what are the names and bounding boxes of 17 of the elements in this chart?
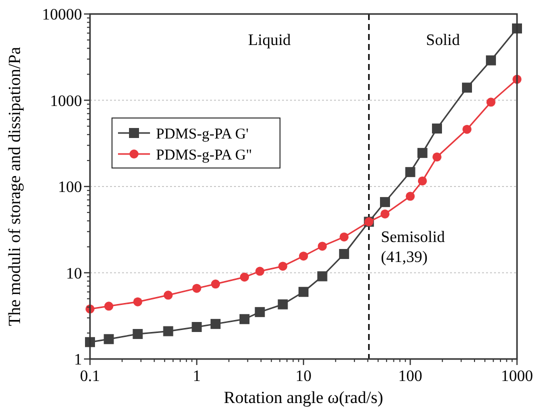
- annotation: Liquid: [248, 32, 291, 49]
- y-tick-label: 10000: [42, 6, 82, 24]
- y-tick-label: 100: [58, 179, 82, 196]
- x-axis-title: Rotation angle ω(rad/s): [224, 388, 384, 407]
- legend-label: PDMS-g-PA G': [156, 126, 249, 142]
- x-tick-label: 100: [398, 368, 422, 385]
- annotation: Semisolid (41,39): [380, 228, 445, 266]
- x-tick-label: 10: [296, 368, 312, 385]
- legend-label: PDMS-g-PA G": [156, 147, 252, 164]
- x-tick-label: 0.1: [80, 368, 100, 385]
- y-tick-label: 1: [74, 352, 82, 369]
- y-tick-label: 1000: [50, 92, 82, 110]
- x-tick-label: 1: [192, 368, 201, 385]
- y-tick-label: 10: [66, 265, 82, 282]
- x-tick-label: 1000: [501, 368, 533, 385]
- annotation: Solid: [426, 32, 460, 49]
- y-axis-title: The moduli of storage and dissipation/Pa: [5, 46, 24, 326]
